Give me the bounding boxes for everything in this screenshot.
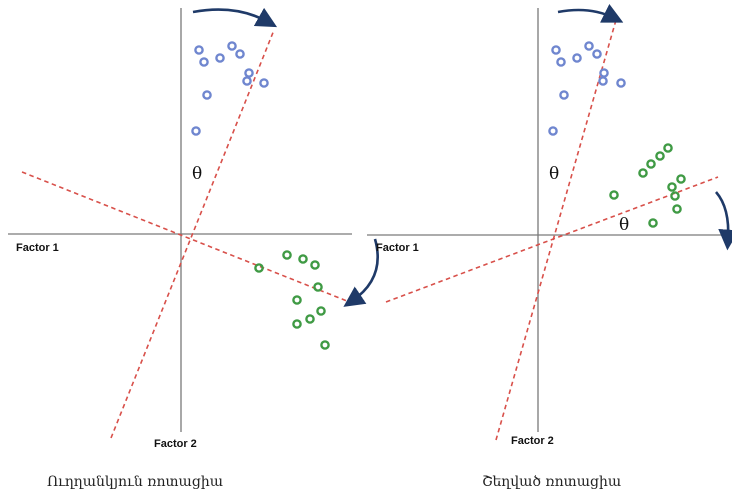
theta-label-right: θ bbox=[619, 215, 629, 235]
factor2-label: Factor 2 bbox=[511, 435, 554, 447]
data-point bbox=[598, 76, 608, 86]
data-point bbox=[254, 263, 264, 273]
data-point bbox=[672, 204, 682, 214]
data-point bbox=[199, 57, 209, 67]
data-point bbox=[313, 282, 323, 292]
data-point bbox=[194, 45, 204, 55]
rotated-factor2-line bbox=[495, 19, 617, 441]
factor1-label: Factor 1 bbox=[16, 242, 59, 254]
caption-oblique: Շեղված ռոտացիա bbox=[482, 474, 621, 490]
data-point bbox=[191, 126, 201, 136]
data-point bbox=[556, 57, 566, 67]
data-point bbox=[227, 41, 237, 51]
data-point bbox=[548, 126, 558, 136]
factor2-label: Factor 2 bbox=[154, 438, 197, 450]
data-point bbox=[670, 191, 680, 201]
rotation-arrow-right bbox=[714, 191, 732, 251]
cluster-bottom-points bbox=[254, 250, 330, 350]
cluster-top-points bbox=[191, 41, 269, 136]
data-point bbox=[676, 174, 686, 184]
data-point bbox=[655, 151, 665, 161]
orthogonal-rotation-panel: θ Factor 1 Factor 2 Ուղղանկյուն ռոտացիա bbox=[8, 7, 379, 490]
data-point bbox=[638, 168, 648, 178]
cluster-bottom-points bbox=[609, 143, 686, 228]
theta-label: θ bbox=[192, 164, 202, 184]
data-point bbox=[609, 190, 619, 200]
rotated-factor1-line bbox=[21, 171, 353, 304]
data-point bbox=[663, 143, 673, 153]
data-point bbox=[592, 49, 602, 59]
data-point bbox=[202, 90, 212, 100]
rotated-factor2-line bbox=[110, 29, 275, 439]
data-point bbox=[551, 45, 561, 55]
rotation-arrow-top bbox=[557, 4, 624, 23]
data-point bbox=[282, 250, 292, 260]
data-point bbox=[244, 68, 254, 78]
rotated-factor1-line bbox=[385, 176, 719, 303]
data-point bbox=[305, 314, 315, 324]
data-point bbox=[616, 78, 626, 88]
rotation-arrow-top bbox=[192, 7, 278, 28]
factor1-label: Factor 1 bbox=[376, 242, 419, 254]
data-point bbox=[259, 78, 269, 88]
data-point bbox=[310, 260, 320, 270]
data-point bbox=[572, 53, 582, 63]
data-point bbox=[235, 49, 245, 59]
data-point bbox=[215, 53, 225, 63]
data-point bbox=[648, 218, 658, 228]
rotation-arrow-right bbox=[343, 238, 379, 307]
data-point bbox=[316, 306, 326, 316]
data-point bbox=[599, 68, 609, 78]
data-point bbox=[242, 76, 252, 86]
data-point bbox=[584, 41, 594, 51]
oblique-rotation-panel: θ θ Factor 1 Factor 2 Շեղված ռոտացիա bbox=[367, 4, 732, 490]
data-point bbox=[292, 295, 302, 305]
data-point bbox=[298, 254, 308, 264]
data-point bbox=[559, 90, 569, 100]
data-point bbox=[646, 159, 656, 169]
data-point bbox=[667, 182, 677, 192]
data-point bbox=[292, 319, 302, 329]
data-point bbox=[320, 340, 330, 350]
caption-orthogonal: Ուղղանկյուն ռոտացիա bbox=[47, 474, 223, 490]
theta-label-top: θ bbox=[549, 164, 559, 184]
cluster-top-points bbox=[548, 41, 626, 136]
